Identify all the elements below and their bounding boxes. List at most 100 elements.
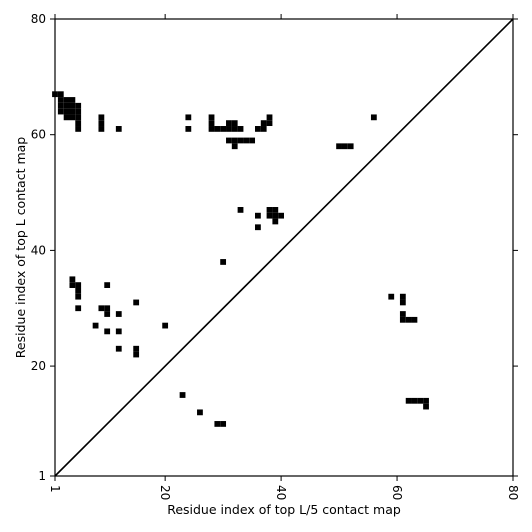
lower-contact-cell: [399, 316, 406, 323]
upper-contact-cell: [266, 120, 273, 127]
upper-contact-cell: [185, 114, 192, 121]
lower-contact-cell: [214, 421, 221, 427]
upper-contact-cell: [75, 293, 82, 300]
upper-contact-cell: [260, 120, 267, 127]
lower-contact-cell: [399, 311, 406, 317]
upper-contact-cell: [208, 120, 215, 127]
upper-contact-cell: [226, 126, 232, 132]
upper-contact-cell: [75, 305, 82, 312]
upper-contact-cell: [133, 351, 140, 358]
x-axis-label: Residue index of top L/5 contact map: [167, 502, 401, 517]
upper-contact-cell: [63, 102, 70, 109]
upper-contact-cell: [98, 305, 105, 312]
upper-contact-cell: [69, 97, 76, 103]
upper-contact-cell: [226, 120, 232, 127]
upper-contact-cell: [272, 207, 279, 213]
upper-contact-cell: [69, 282, 76, 288]
upper-contact-cell: [243, 137, 250, 144]
upper-contact-cell: [249, 137, 256, 144]
upper-contact-cell: [272, 218, 279, 225]
upper-contact-cell: [255, 212, 261, 219]
upper-contact-cell: [69, 108, 76, 115]
upper-contact-cell: [237, 137, 244, 144]
upper-contact-cell: [75, 126, 82, 132]
y-tick-label: 60: [31, 128, 46, 142]
upper-contact-cell: [57, 91, 64, 98]
upper-contact-cell: [75, 120, 82, 127]
upper-contact-cell: [63, 108, 70, 115]
lower-contact-cell: [405, 316, 412, 323]
upper-contact-cell: [115, 345, 122, 352]
upper-contact-cell: [75, 102, 82, 109]
upper-contact-cell: [133, 345, 140, 352]
upper-contact-cell: [226, 137, 232, 144]
upper-contact-cell: [260, 126, 267, 132]
y-axis-label: Residue index of top L contact map: [13, 137, 28, 358]
x-tick-label: 60: [390, 485, 404, 500]
upper-contact-cell: [237, 207, 244, 213]
upper-contact-cell: [255, 224, 261, 231]
upper-contact-cell: [115, 126, 122, 132]
upper-contact-cell: [57, 97, 64, 103]
upper-contact-cell: [104, 311, 111, 317]
upper-contact-cell: [231, 120, 238, 127]
lower-contact-cell: [417, 397, 424, 404]
upper-contact-cell: [162, 322, 169, 329]
x-tick-label: 40: [274, 485, 288, 500]
upper-contact-cell: [231, 126, 238, 132]
upper-contact-cell: [347, 143, 354, 150]
y-tick-label: 80: [31, 12, 46, 26]
upper-contact-cell: [98, 126, 105, 132]
axis-ticks: 1 20 40 60 80 1 20 40 60 80: [31, 12, 520, 500]
upper-contact-cell: [220, 126, 227, 132]
lower-contact-cell: [411, 397, 418, 404]
upper-contact-cell: [115, 328, 122, 335]
upper-contact-cell: [63, 114, 70, 121]
lower-contact-cell: [179, 392, 186, 398]
x-tick-label: 1: [48, 485, 62, 493]
upper-contact-cell: [237, 126, 244, 132]
upper-contact-cell: [370, 114, 377, 121]
upper-contact-cell: [208, 114, 215, 121]
y-tick-label: 1: [38, 469, 46, 483]
upper-contact-cell: [115, 311, 122, 317]
y-tick-label: 40: [31, 243, 46, 257]
x-tick-label: 80: [506, 485, 520, 500]
lower-contact-cell: [423, 397, 429, 404]
upper-contact-cell: [231, 143, 238, 150]
upper-contact-cell: [75, 287, 82, 294]
upper-contact-cell: [75, 108, 82, 115]
lower-contact-cell: [399, 299, 406, 306]
y-tick-label: 20: [31, 359, 46, 373]
diagonal-line: [54, 18, 514, 477]
lower-contact-cell: [197, 409, 203, 416]
upper-contact-cell: [92, 322, 99, 329]
upper-contact-cell: [69, 276, 76, 283]
plot-frame: [54, 18, 514, 477]
upper-contact-cell: [69, 102, 76, 109]
upper-contact-cell: [75, 282, 82, 288]
upper-contact-cell: [266, 212, 273, 219]
upper-contact-cell: [336, 143, 342, 150]
upper-contact-cell: [255, 126, 261, 132]
upper-contact-cell: [208, 126, 215, 132]
contact-cells: [52, 91, 429, 427]
upper-contact-cell: [185, 126, 192, 132]
upper-contact-cell: [133, 299, 140, 306]
x-tick-label: 20: [158, 485, 172, 500]
upper-contact-cell: [57, 108, 64, 115]
upper-contact-cell: [75, 114, 82, 121]
upper-contact-cell: [63, 97, 70, 103]
upper-contact-cell: [272, 212, 279, 219]
upper-contact-cell: [341, 143, 348, 150]
upper-contact-cell: [104, 328, 111, 335]
upper-contact-cell: [220, 259, 227, 265]
lower-contact-cell: [423, 403, 429, 410]
lower-contact-cell: [388, 293, 395, 300]
upper-contact-cell: [266, 114, 273, 121]
upper-contact-cell: [214, 126, 221, 132]
upper-contact-cell: [69, 114, 76, 121]
lower-contact-cell: [411, 316, 418, 323]
